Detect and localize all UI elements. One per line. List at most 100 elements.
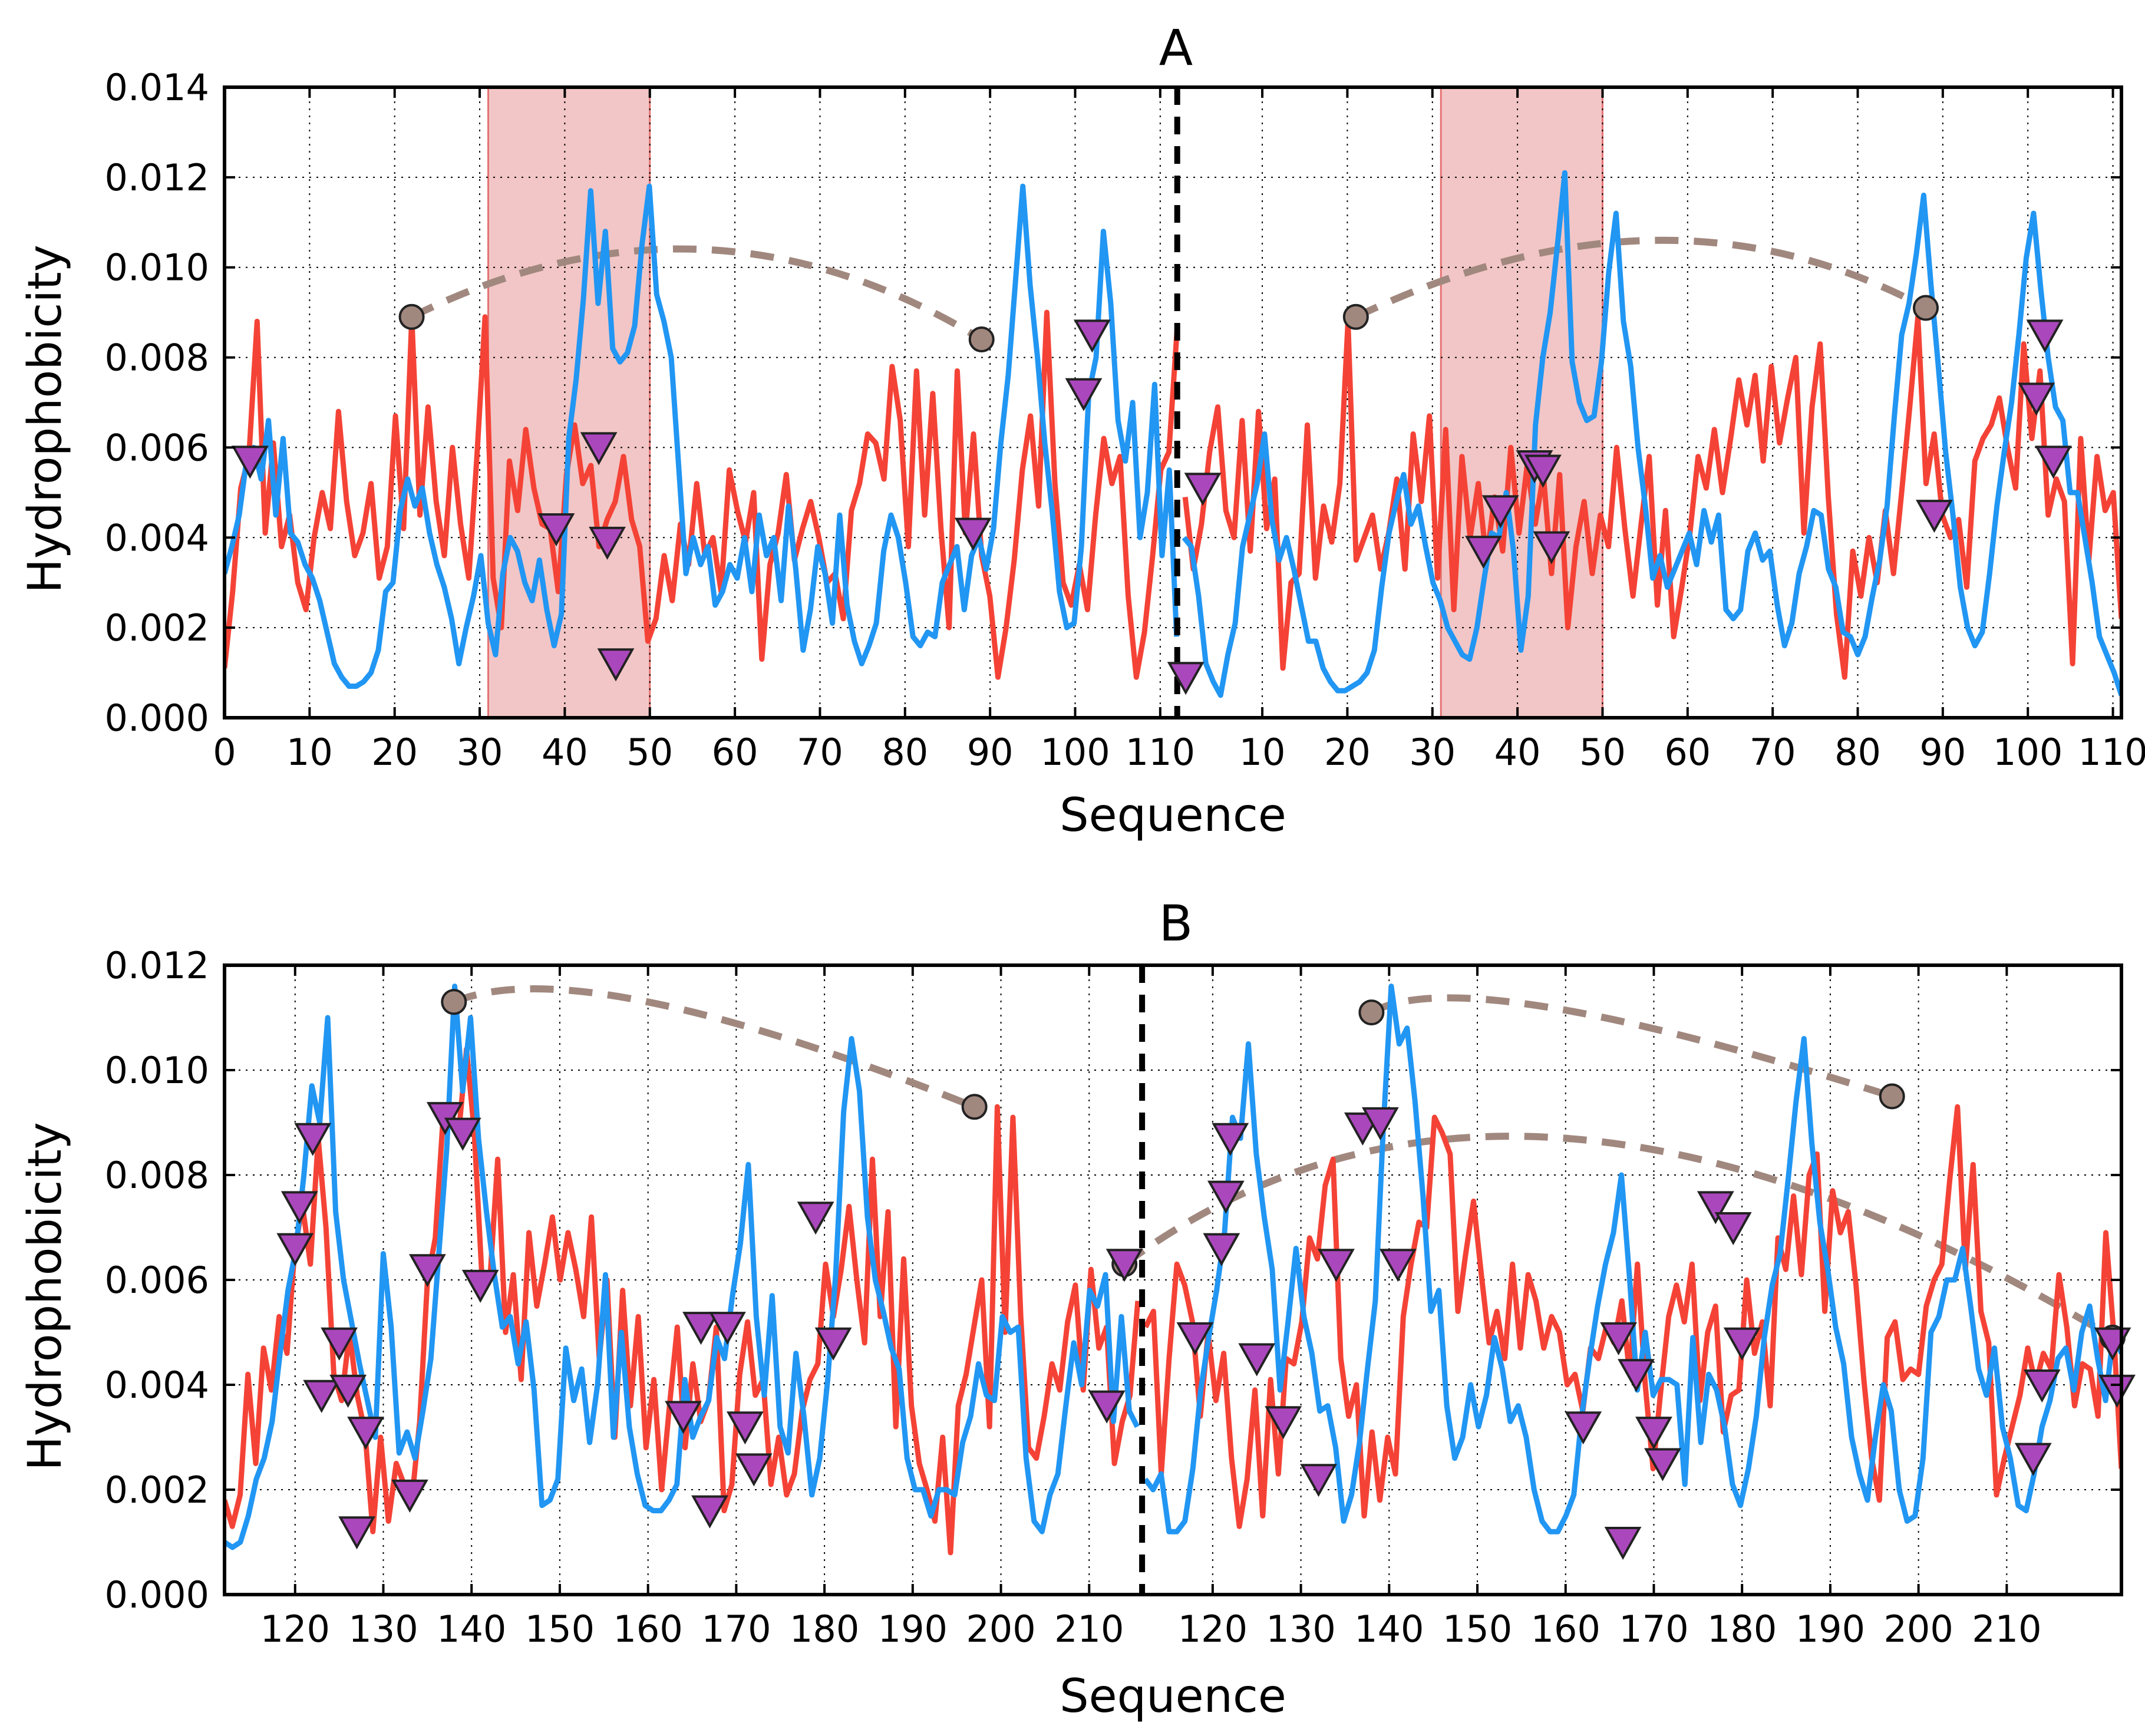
triangle-marker: [691, 1495, 728, 1529]
triangle-marker: [797, 1202, 834, 1235]
circle-marker: [398, 303, 425, 330]
y-axis-label: Hydrophobicity: [19, 245, 72, 593]
triangle-marker: [303, 1379, 341, 1413]
triangle-marker: [1524, 454, 1562, 488]
x-tick-label: 110: [1126, 731, 1195, 774]
x-tick-label: 200: [966, 1608, 1035, 1651]
y-tick-label: 0.010: [105, 1049, 210, 1092]
triangle-marker: [1916, 500, 1953, 533]
triangle-marker: [1481, 495, 1519, 529]
circle-marker: [1912, 295, 1939, 321]
triangle-marker: [1184, 473, 1222, 506]
x-tick-label: 120: [1178, 1608, 1248, 1651]
triangle-marker: [682, 1312, 720, 1345]
x-axis-label: Sequence: [1060, 789, 1286, 842]
x-tick-label: 70: [797, 731, 843, 774]
triangle-marker: [1265, 1406, 1302, 1440]
triangle-marker: [444, 1117, 481, 1151]
x-tick-label: 190: [878, 1608, 948, 1651]
panel-b: 0.000 0.002 0.004 0.006 0.008 0.010 0.012 120 13…: [19, 895, 2136, 1723]
triangle-marker: [2018, 382, 2055, 416]
triangle-marker: [1714, 1212, 1752, 1246]
triangle-marker: [347, 1417, 384, 1450]
triangle-marker: [708, 1312, 746, 1345]
triangle-marker: [1212, 1123, 1249, 1156]
triangle-marker: [1565, 1411, 1602, 1445]
panel-a: 0.000 0.002 0.004 0.006 0.008 0.010 0.012 0.014…: [19, 19, 2145, 842]
series-red-line: [225, 1046, 1141, 1556]
triangle-marker: [1238, 1343, 1276, 1377]
triangle-marker: [461, 1269, 499, 1303]
triangle-marker: [408, 1254, 446, 1288]
x-tick-label: 50: [1579, 731, 1626, 774]
series-blue-line: [1182, 170, 2121, 698]
x-axis-label: Sequence: [1060, 1670, 1286, 1723]
y-tick-label: 0.002: [105, 606, 210, 649]
triangle-marker: [2035, 445, 2072, 479]
x-tick-label: 130: [348, 1608, 418, 1651]
triangle-marker: [280, 1191, 318, 1225]
triangle-marker: [814, 1327, 852, 1361]
y-tick-label: 0.008: [105, 336, 210, 379]
x-tick-label: 10: [1239, 731, 1286, 774]
triangle-marker: [391, 1479, 428, 1513]
triangle-marker: [597, 648, 635, 682]
highlight-region-1: [1440, 86, 1603, 719]
x-tick-label: 60: [712, 731, 758, 774]
triangle-marker: [321, 1327, 358, 1361]
triangle-marker: [276, 1233, 314, 1266]
triangle-marker: [231, 445, 269, 479]
triangle-marker: [1361, 1107, 1399, 1141]
y-tick-label: 0.004: [105, 516, 210, 559]
triangle-marker: [294, 1123, 332, 1156]
triangle-marker: [726, 1411, 764, 1445]
arc-1: [1354, 236, 1928, 321]
x-tick-label: 160: [613, 1608, 682, 1651]
series-blue-line: [225, 183, 1180, 689]
triangle-marker: [1618, 1359, 1655, 1392]
x-tick-label: 130: [1266, 1608, 1335, 1651]
x-tick-label: 150: [525, 1608, 595, 1651]
x-tick-label: 20: [1324, 731, 1371, 774]
y-tick-label: 0.000: [105, 697, 210, 740]
triangle-marker: [1065, 378, 1103, 411]
plot-frame: [223, 85, 2123, 720]
triangle-marker: [329, 1374, 367, 1408]
series-blue-line: [225, 983, 1140, 1550]
triangle-marker: [1600, 1322, 1638, 1355]
x-tick-label: 170: [701, 1608, 771, 1651]
x-tick-label: 170: [1619, 1608, 1688, 1651]
x-tick-label: 100: [1040, 731, 1110, 774]
y-tick-label: 0.002: [105, 1468, 210, 1511]
triangle-marker: [1318, 1249, 1355, 1282]
triangle-marker: [1073, 319, 1111, 353]
x-tick-label: 180: [1707, 1608, 1777, 1651]
circle-marker: [1358, 999, 1385, 1026]
triangle-marker: [1300, 1464, 1337, 1497]
circle-marker: [1342, 303, 1369, 330]
triangle-marker: [1723, 1327, 1761, 1361]
triangle-marker: [1106, 1249, 1143, 1282]
circle-marker: [968, 326, 995, 352]
x-tick-label: 70: [1750, 731, 1796, 774]
series-red-line: [1182, 314, 2121, 680]
circle-marker: [441, 989, 467, 1015]
triangle-marker: [665, 1401, 702, 1434]
circle-marker: [1879, 1083, 1905, 1110]
x-tick-label: 80: [1834, 731, 1881, 774]
circle-marker: [961, 1094, 988, 1120]
triangle-marker: [580, 432, 618, 466]
y-tick-label: 0.008: [105, 1154, 210, 1197]
x-tick-label: 140: [437, 1608, 506, 1651]
x-tick-label: 20: [371, 731, 418, 774]
y-tick-label: 0.004: [105, 1364, 210, 1407]
y-tick-label: 0.012: [105, 156, 210, 199]
triangle-marker: [537, 513, 575, 547]
triangle-marker: [954, 517, 992, 551]
triangle-marker: [1176, 1322, 1214, 1355]
x-tick-label: 160: [1531, 1608, 1600, 1651]
triangle-marker: [1203, 1233, 1240, 1266]
triangle-marker: [589, 526, 626, 560]
highlight-region-0: [487, 86, 651, 719]
